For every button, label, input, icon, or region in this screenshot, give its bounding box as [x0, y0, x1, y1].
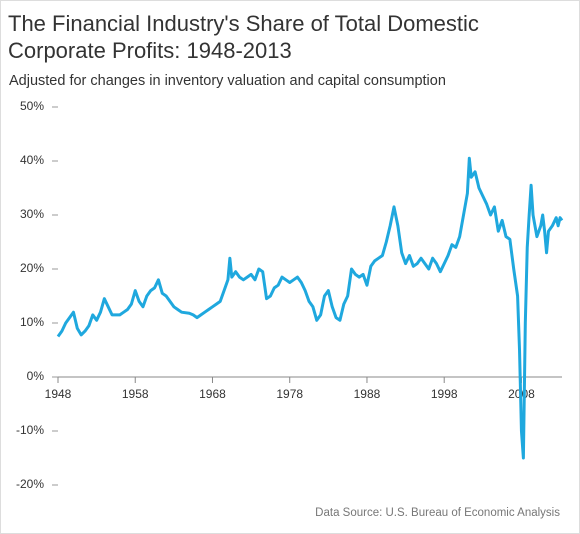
source-note: Data Source: U.S. Bureau of Economic Ana… — [315, 507, 560, 519]
x-tick-label: 1978 — [276, 387, 303, 401]
y-tick-label: -20% — [16, 477, 44, 491]
y-tick-label: 40% — [20, 153, 44, 167]
x-tick-label: 1988 — [354, 387, 381, 401]
y-tick-label: 0% — [27, 369, 45, 383]
x-tick-label: 1998 — [431, 387, 458, 401]
data-line — [56, 156, 564, 460]
x-tick-label: 1968 — [199, 387, 226, 401]
chart-title: Corporate Profits: 1948-2013 — [8, 38, 292, 63]
chart-subtitle: Adjusted for changes in inventory valuat… — [9, 73, 446, 89]
y-tick-label: 10% — [20, 315, 44, 329]
y-tick-label: 30% — [20, 207, 44, 221]
y-tick-label: 50% — [20, 99, 44, 113]
x-tick-label: 1948 — [45, 387, 72, 401]
chart-title: The Financial Industry's Share of Total … — [8, 11, 479, 36]
x-tick-label: 1958 — [122, 387, 149, 401]
y-tick-label: 20% — [20, 261, 44, 275]
y-tick-label: -10% — [16, 423, 44, 437]
